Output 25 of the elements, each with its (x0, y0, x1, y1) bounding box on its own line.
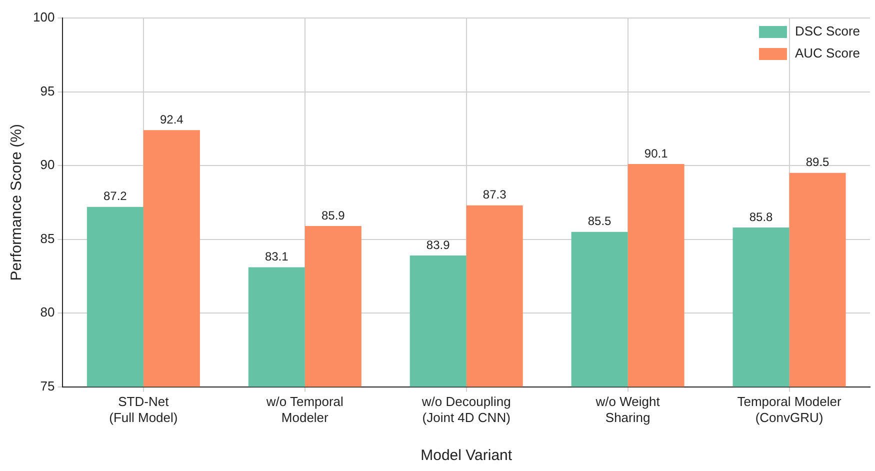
data-label: 87.3 (482, 188, 507, 202)
data-label: 87.2 (103, 189, 128, 204)
data-label: 90.1 (644, 146, 668, 160)
y-tick-label: 80 (40, 304, 55, 320)
data-label: 83.9 (426, 238, 450, 252)
x-tick-label: STD-Net (Full Model) (109, 394, 178, 425)
y-tick-label: 100 (32, 10, 55, 25)
data-label: 92.4 (160, 112, 184, 126)
legend-label: AUC Score (794, 46, 860, 61)
x-tick-label: Temporal Modeler (ConvGRU) (737, 394, 842, 425)
y-tick-label: 90 (40, 157, 55, 172)
x-tick-label: w/o Temporal Modeler (265, 394, 344, 425)
y-tick-label: 95 (40, 83, 55, 98)
data-label: 85.5 (588, 214, 612, 228)
y-axis-title: Performance Score (%) (8, 124, 26, 281)
y-tick-label: 85 (40, 230, 55, 246)
data-label: 85.8 (749, 210, 774, 224)
legend-label: DSC Score (794, 24, 860, 39)
x-axis-title: Model Variant (420, 447, 513, 464)
x-tick-label: w/o Weight Sharing (594, 394, 660, 425)
y-tick-label: 75 (40, 378, 55, 394)
x-tick-label: w/o Decoupling (Joint 4D CNN) (420, 394, 511, 425)
data-label: 89.5 (806, 155, 830, 170)
data-label: 83.1 (264, 250, 289, 264)
data-label: 85.9 (321, 208, 346, 222)
